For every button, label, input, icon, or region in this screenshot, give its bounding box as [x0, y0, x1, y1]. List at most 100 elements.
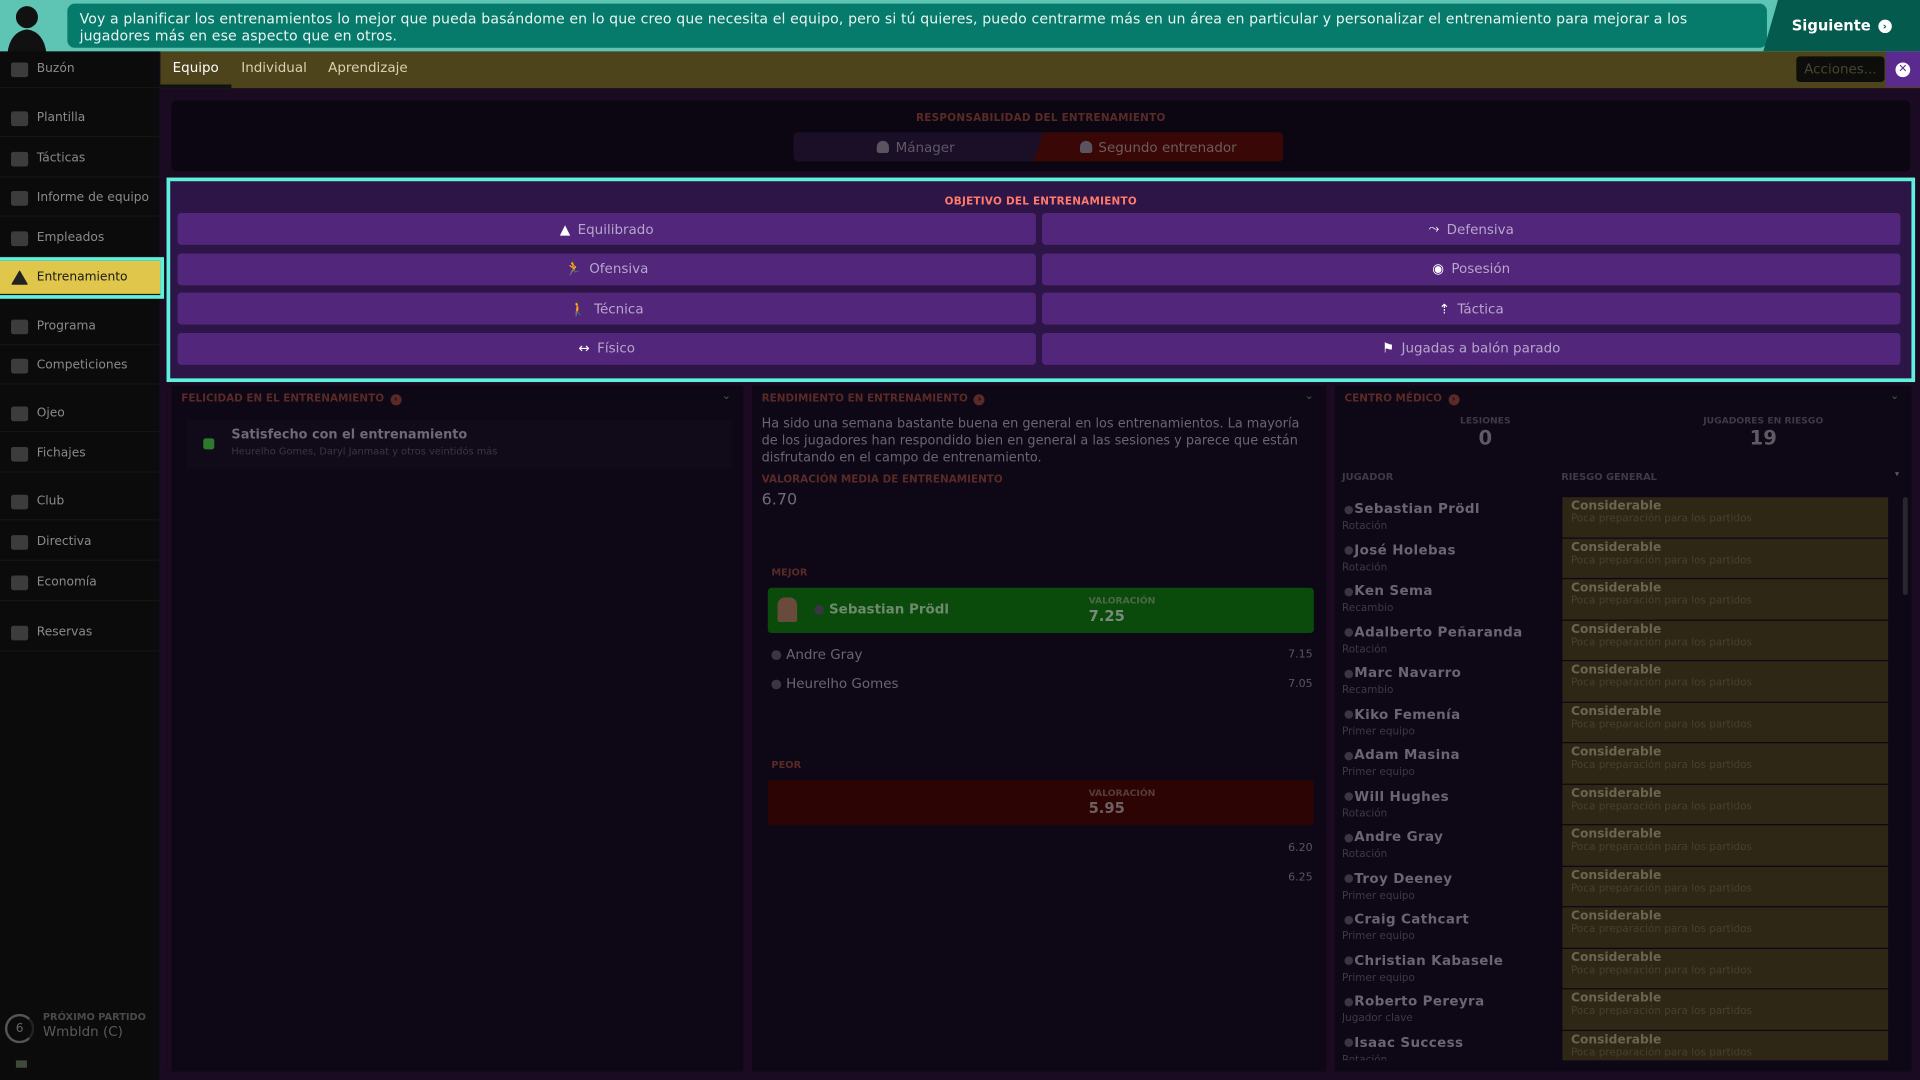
risk-reason: Poca preparación para los partidos: [1571, 1005, 1752, 1018]
player-name-text: Will Hughes: [1354, 787, 1449, 804]
objective-option-físico[interactable]: ↔ Físico: [177, 332, 1036, 365]
scrollbar[interactable]: [1902, 497, 1908, 596]
sidebar-item-informe-de-equipo[interactable]: Informe de equipo: [0, 180, 160, 217]
objective-option-defensiva[interactable]: ⤳ Defensiva: [1042, 213, 1901, 245]
stat-label: JUGADORES EN RIESGO: [1703, 415, 1824, 427]
medical-row[interactable]: Adam Masina Primer equipo Considerable Poca…: [1342, 743, 1889, 784]
option-assistant[interactable]: Segundo entrenador: [1033, 132, 1284, 162]
next-button[interactable]: Siguiente ›: [1763, 0, 1920, 52]
medical-row[interactable]: Sebastian Prödl Rotación Considerable Poca …: [1342, 497, 1889, 538]
player-name[interactable]: Andre Gray: [1344, 829, 1443, 845]
medical-row[interactable]: Isaac Success Rotación Considerable Poca pr…: [1342, 1030, 1889, 1061]
sidebar-item-tácticas[interactable]: Tácticas: [0, 141, 160, 178]
objective-option-táctica[interactable]: ⇡ Táctica: [1042, 292, 1901, 325]
player-name[interactable]: Roberto Pereyra: [1344, 993, 1484, 1009]
player-name[interactable]: Kiko Femenía: [1344, 706, 1460, 722]
objective-icon: 🏃: [565, 260, 582, 277]
cone-icon: [11, 270, 29, 285]
tab-individual[interactable]: Individual: [241, 60, 307, 76]
player-name[interactable]: Marc Navarro: [1344, 665, 1461, 681]
player-role: Rotación: [1342, 643, 1388, 656]
best-player-name: Sebastian Prödl: [814, 601, 949, 617]
player-name[interactable]: Ken Sema: [1344, 583, 1432, 599]
objective-option-jugadas-a-balón-parado[interactable]: ⚑ Jugadas a balón parado: [1042, 332, 1901, 365]
medical-row[interactable]: Kiko Femenía Primer equipo Considerable Poc…: [1342, 702, 1889, 743]
chevron-down-icon[interactable]: ⌄: [721, 390, 732, 403]
close-button[interactable]: ✕: [1885, 51, 1920, 87]
risk-reason: Poca preparación para los partidos: [1571, 513, 1752, 526]
chevron-down-icon[interactable]: ⌄: [1304, 390, 1314, 403]
panel-title: CENTRO MÉDICO: [1344, 393, 1443, 406]
sidebar-item-fichajes[interactable]: Fichajes: [0, 436, 160, 473]
sidebar-item-label: Buzón: [36, 62, 75, 76]
sidebar-item-competiciones[interactable]: Competiciones: [0, 348, 160, 385]
sidebar-item-buzón[interactable]: Buzón: [0, 51, 160, 89]
risk-cell: Considerable Poca preparación para los pa…: [1562, 866, 1889, 907]
medical-row[interactable]: Roberto Pereyra Jugador clave Considerable…: [1342, 989, 1889, 1030]
player-name[interactable]: Isaac Success: [1344, 1034, 1463, 1050]
medical-row[interactable]: Craig Cathcart Primer equipo Considerable P…: [1342, 907, 1889, 948]
sidebar-item-programa[interactable]: Programa: [0, 309, 160, 346]
responsibility-toggle[interactable]: Mánager Segundo entrenador: [793, 132, 1284, 162]
squad-icon: [11, 110, 29, 126]
player-name[interactable]: Troy Deeney: [1344, 870, 1452, 886]
chevron-down-icon[interactable]: ⌄: [1889, 390, 1900, 403]
sidebar-item-reservas[interactable]: Reservas: [0, 615, 160, 652]
sort-icon[interactable]: ▾: [1894, 468, 1900, 479]
next-match[interactable]: 6 PRÓXIMO PARTIDO Wmbldn (C): [4, 1011, 157, 1048]
plug-icon[interactable]: [15, 1060, 27, 1068]
sidebar-item-empleados[interactable]: Empleados: [0, 220, 160, 258]
medical-row[interactable]: Andre Gray Rotación Considerable Poca prepa…: [1342, 825, 1889, 866]
risk-level: Considerable: [1571, 581, 1662, 596]
objective-option-ofensiva[interactable]: 🏃 Ofensiva: [177, 252, 1036, 285]
player-name[interactable]: Sebastian Prödl: [1344, 501, 1479, 517]
tab-aprendizaje[interactable]: Aprendizaje: [328, 60, 408, 76]
player-name[interactable]: Christian Kabasele: [1344, 952, 1503, 968]
medical-row[interactable]: Marc Navarro Recambio Considerable Poca pre…: [1342, 661, 1889, 702]
tab-equipo[interactable]: Equipo: [160, 51, 232, 89]
player-name[interactable]: Adalberto Peñaranda: [1344, 624, 1522, 640]
player-role: Primer equipo: [1342, 930, 1415, 943]
best-player-card[interactable]: Sebastian Prödl VALORACIÓN 7.25: [767, 587, 1314, 634]
sidebar-item-ojeo[interactable]: Ojeo: [0, 396, 160, 433]
medical-row[interactable]: José Holebas Rotación Considerable Poca pre…: [1342, 538, 1889, 579]
objective-title: OBJETIVO DEL ENTRENAMIENTO: [944, 195, 1137, 209]
player-name[interactable]: Craig Cathcart: [1344, 911, 1469, 927]
option-label: Mánager: [895, 138, 955, 155]
sidebar-item-plantilla[interactable]: Plantilla: [0, 100, 160, 138]
option-manager[interactable]: Mánager: [793, 132, 1038, 161]
happiness-header[interactable]: FELICIDAD EN EL ENTRENAMIENTO ›: [181, 393, 402, 405]
medical-row[interactable]: Ken Sema Recambio Considerable Poca prepara…: [1342, 579, 1889, 620]
info-icon: [1344, 833, 1354, 842]
player-row[interactable]: Heurelho Gomes 7.05: [771, 676, 1313, 692]
objective-option-posesión[interactable]: ◉ Posesión: [1042, 252, 1901, 285]
risk-cell: Considerable Poca preparación para los pa…: [1562, 989, 1889, 1030]
sidebar-item-economía[interactable]: Economía: [0, 564, 160, 602]
player-name[interactable]: José Holebas: [1344, 542, 1455, 558]
player-name[interactable]: Will Hughes: [1344, 787, 1449, 804]
player-name[interactable]: Adam Masina: [1344, 747, 1460, 763]
assistant-message: Voy a planificar los entrenamientos lo m…: [67, 3, 1767, 48]
medical-row[interactable]: Troy Deeney Primer equipo Considerable Poca…: [1342, 866, 1889, 907]
player-row[interactable]: Andre Gray 7.15: [771, 647, 1313, 662]
medical-row[interactable]: Adalberto Peñaranda Rotación Considerable P…: [1342, 620, 1889, 661]
objective-option-técnica[interactable]: 🚶 Técnica: [177, 292, 1036, 325]
info-icon: [1344, 792, 1354, 801]
risk-level: Considerable: [1571, 499, 1662, 514]
performance-header[interactable]: RENDIMIENTO EN ENTRENAMIENTO ›: [762, 393, 986, 405]
column-player[interactable]: JUGADOR: [1342, 471, 1394, 483]
medical-header[interactable]: CENTRO MÉDICO ›: [1344, 393, 1460, 406]
sidebar-item-entrenamiento[interactable]: Entrenamiento: [0, 257, 165, 299]
medical-row[interactable]: Christian Kabasele Primer equipo Considera…: [1342, 948, 1889, 989]
sidebar-item-directiva[interactable]: Directiva: [0, 524, 160, 561]
assistant-avatar-icon: [7, 6, 47, 54]
actions-button[interactable]: Acciones...: [1796, 56, 1885, 83]
player-name-text: Adam Masina: [1354, 746, 1461, 763]
objective-option-equilibrado[interactable]: ▲ Equilibrado: [177, 213, 1036, 245]
column-risk[interactable]: RIESGO GENERAL: [1561, 471, 1657, 483]
sidebar-item-club[interactable]: Club: [0, 484, 160, 521]
option-label: Técnica: [594, 300, 644, 317]
medical-row[interactable]: Will Hughes Rotación Considerable Poca prep…: [1342, 784, 1889, 825]
tab-bar: Equipo Individual Aprendizaje: [160, 51, 1920, 89]
worst-player-card[interactable]: VALORACIÓN 5.95: [767, 780, 1314, 826]
